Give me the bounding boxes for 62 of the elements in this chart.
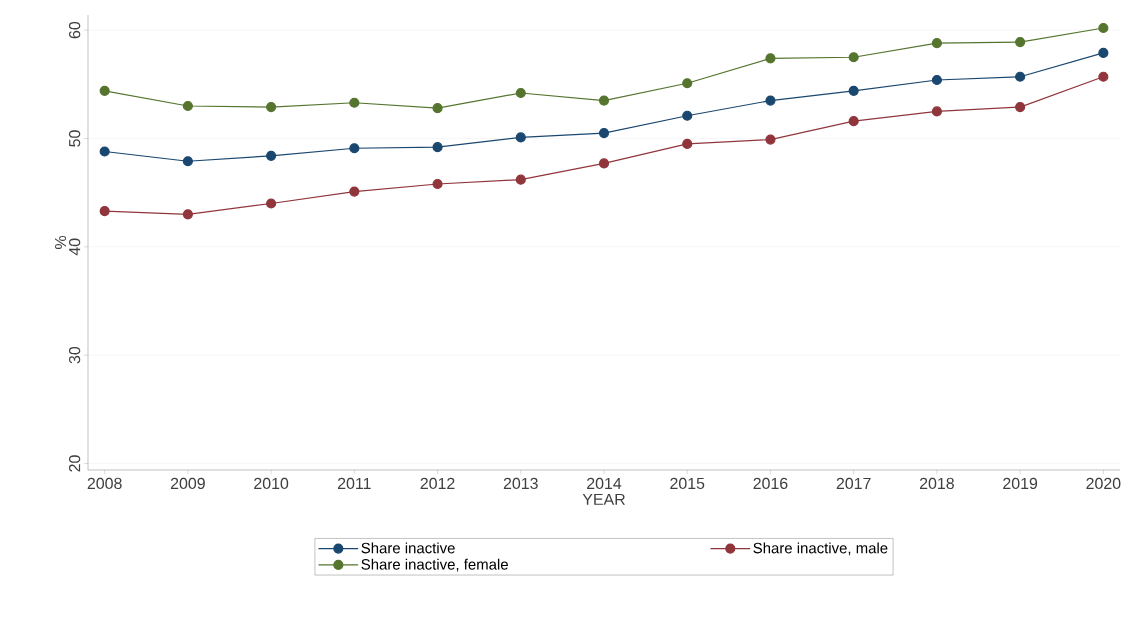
y-tick-label: 40 bbox=[68, 238, 81, 256]
x-tick-label: 2014 bbox=[587, 477, 622, 490]
point bbox=[1098, 47, 1109, 58]
legend-label: Share inactive, male bbox=[753, 542, 888, 556]
y-axis-title: % bbox=[54, 235, 67, 250]
point bbox=[1098, 22, 1109, 34]
point bbox=[432, 142, 443, 153]
point bbox=[182, 100, 193, 112]
x-tick-label: 2016 bbox=[753, 477, 788, 490]
point bbox=[515, 87, 526, 99]
x-tick-label: 2009 bbox=[170, 477, 205, 490]
point bbox=[682, 110, 693, 121]
legend-label: Share inactive bbox=[361, 542, 455, 554]
point bbox=[598, 95, 610, 106]
point bbox=[682, 78, 693, 89]
point bbox=[266, 150, 277, 161]
point bbox=[1015, 101, 1026, 113]
point bbox=[931, 38, 942, 49]
point bbox=[266, 101, 277, 113]
x-tick-label: 2010 bbox=[254, 477, 289, 490]
point bbox=[848, 85, 859, 96]
point bbox=[515, 132, 526, 143]
point bbox=[349, 97, 360, 108]
point bbox=[1015, 36, 1026, 48]
point bbox=[1015, 71, 1026, 82]
point bbox=[682, 138, 693, 149]
point bbox=[349, 143, 360, 154]
point bbox=[848, 116, 859, 127]
point bbox=[515, 174, 526, 185]
y-tick-label: 20 bbox=[68, 455, 81, 472]
point bbox=[848, 52, 859, 63]
point bbox=[931, 106, 942, 117]
y-tick-label: 60 bbox=[68, 21, 81, 39]
x-tick-label: 2011 bbox=[337, 477, 371, 490]
point bbox=[765, 53, 776, 64]
point bbox=[432, 103, 443, 114]
point bbox=[765, 95, 776, 106]
point bbox=[931, 74, 942, 86]
point bbox=[182, 156, 193, 167]
x-tick-label: 2020 bbox=[1086, 477, 1121, 490]
point bbox=[182, 209, 193, 220]
point bbox=[349, 186, 360, 197]
x-tick-label: 2018 bbox=[919, 477, 954, 490]
x-tick-label: 2019 bbox=[1003, 477, 1038, 490]
point bbox=[432, 178, 443, 190]
y-tick-label: 50 bbox=[68, 130, 81, 147]
point bbox=[99, 205, 110, 217]
x-tick-label: 2013 bbox=[503, 477, 538, 490]
x-tick-label: 2015 bbox=[670, 477, 705, 490]
x-tick-label: 2012 bbox=[420, 477, 455, 490]
point bbox=[99, 85, 110, 96]
x-axis-title: YEAR bbox=[582, 493, 625, 505]
x-tick-label: 2008 bbox=[87, 477, 122, 490]
x-tick-label: 2017 bbox=[836, 477, 871, 490]
point bbox=[598, 158, 610, 169]
y-tick-label: 30 bbox=[68, 346, 81, 364]
point bbox=[598, 127, 610, 139]
point bbox=[765, 134, 776, 145]
point bbox=[1098, 71, 1109, 82]
legend-label: Share inactive, female bbox=[361, 558, 508, 572]
point bbox=[266, 198, 277, 209]
point bbox=[99, 146, 110, 157]
